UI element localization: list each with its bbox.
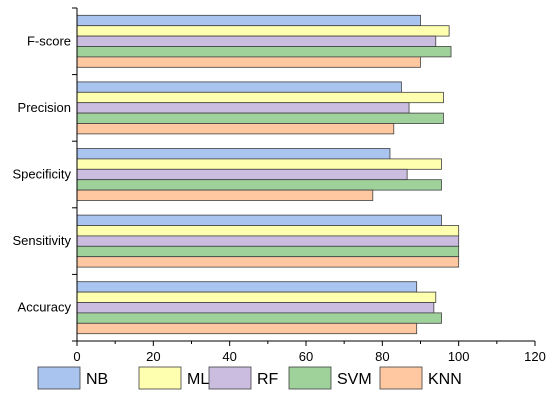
bar-accuracy-nb [76,281,418,293]
legend-label-svm: SVM [337,371,372,388]
x-tick-label: 80 [375,349,389,364]
x-tick-label: 20 [146,349,160,364]
axes: Accuracy Sensitivity Specificity Precision F… [12,7,546,364]
bar-precision-nb [76,81,402,93]
bar-accuracy-knn [76,322,418,335]
bar-specificity-nb [76,148,391,160]
bar-f-score-rf [76,35,437,47]
legend: NB MLP RF SVM KNN [37,366,462,390]
bar-sensitivity-knn [76,256,460,268]
bar-sensitivity-svm [76,245,460,258]
bar-specificity-mlp [76,158,442,170]
x-tick-label: 60 [299,349,313,364]
bars-layer [76,14,460,335]
category-label: F-score [27,33,71,48]
legend-swatch-nb [37,366,81,390]
category-label: Sensitivity [12,233,71,248]
bar-accuracy-svm [76,312,442,324]
legend-swatch-rf [208,366,252,390]
x-tick-label: 100 [448,349,470,364]
bar-precision-rf [76,102,410,114]
legend-label-knn: KNN [428,371,462,388]
bar-f-score-nb [76,14,421,27]
bar-f-score-mlp [76,25,450,37]
legend-swatch-knn [379,366,423,390]
legend-swatch-mlp [138,366,182,390]
bar-precision-knn [76,123,395,135]
bar-f-score-svm [76,46,452,58]
x-tick-label: 40 [222,349,236,364]
legend-label-nb: NB [86,371,108,388]
bar-precision-svm [76,112,444,124]
x-tick-label: 120 [524,349,546,364]
x-tick-label: 0 [73,349,80,364]
category-label: Accuracy [18,300,72,315]
bar-accuracy-mlp [76,291,437,303]
legend-label-rf: RF [257,371,279,388]
bar-precision-mlp [76,91,444,104]
bar-accuracy-rf [76,302,435,314]
category-label: Precision [18,100,71,115]
bar-specificity-svm [76,179,442,191]
bar-sensitivity-rf [76,235,460,247]
bar-f-score-knn [76,56,421,68]
bar-specificity-knn [76,189,374,201]
bar-sensitivity-nb [76,214,442,226]
bar-sensitivity-mlp [76,225,460,237]
bar-specificity-rf [76,168,408,181]
category-label: Specificity [12,167,71,182]
legend-swatch-svm [288,366,332,390]
